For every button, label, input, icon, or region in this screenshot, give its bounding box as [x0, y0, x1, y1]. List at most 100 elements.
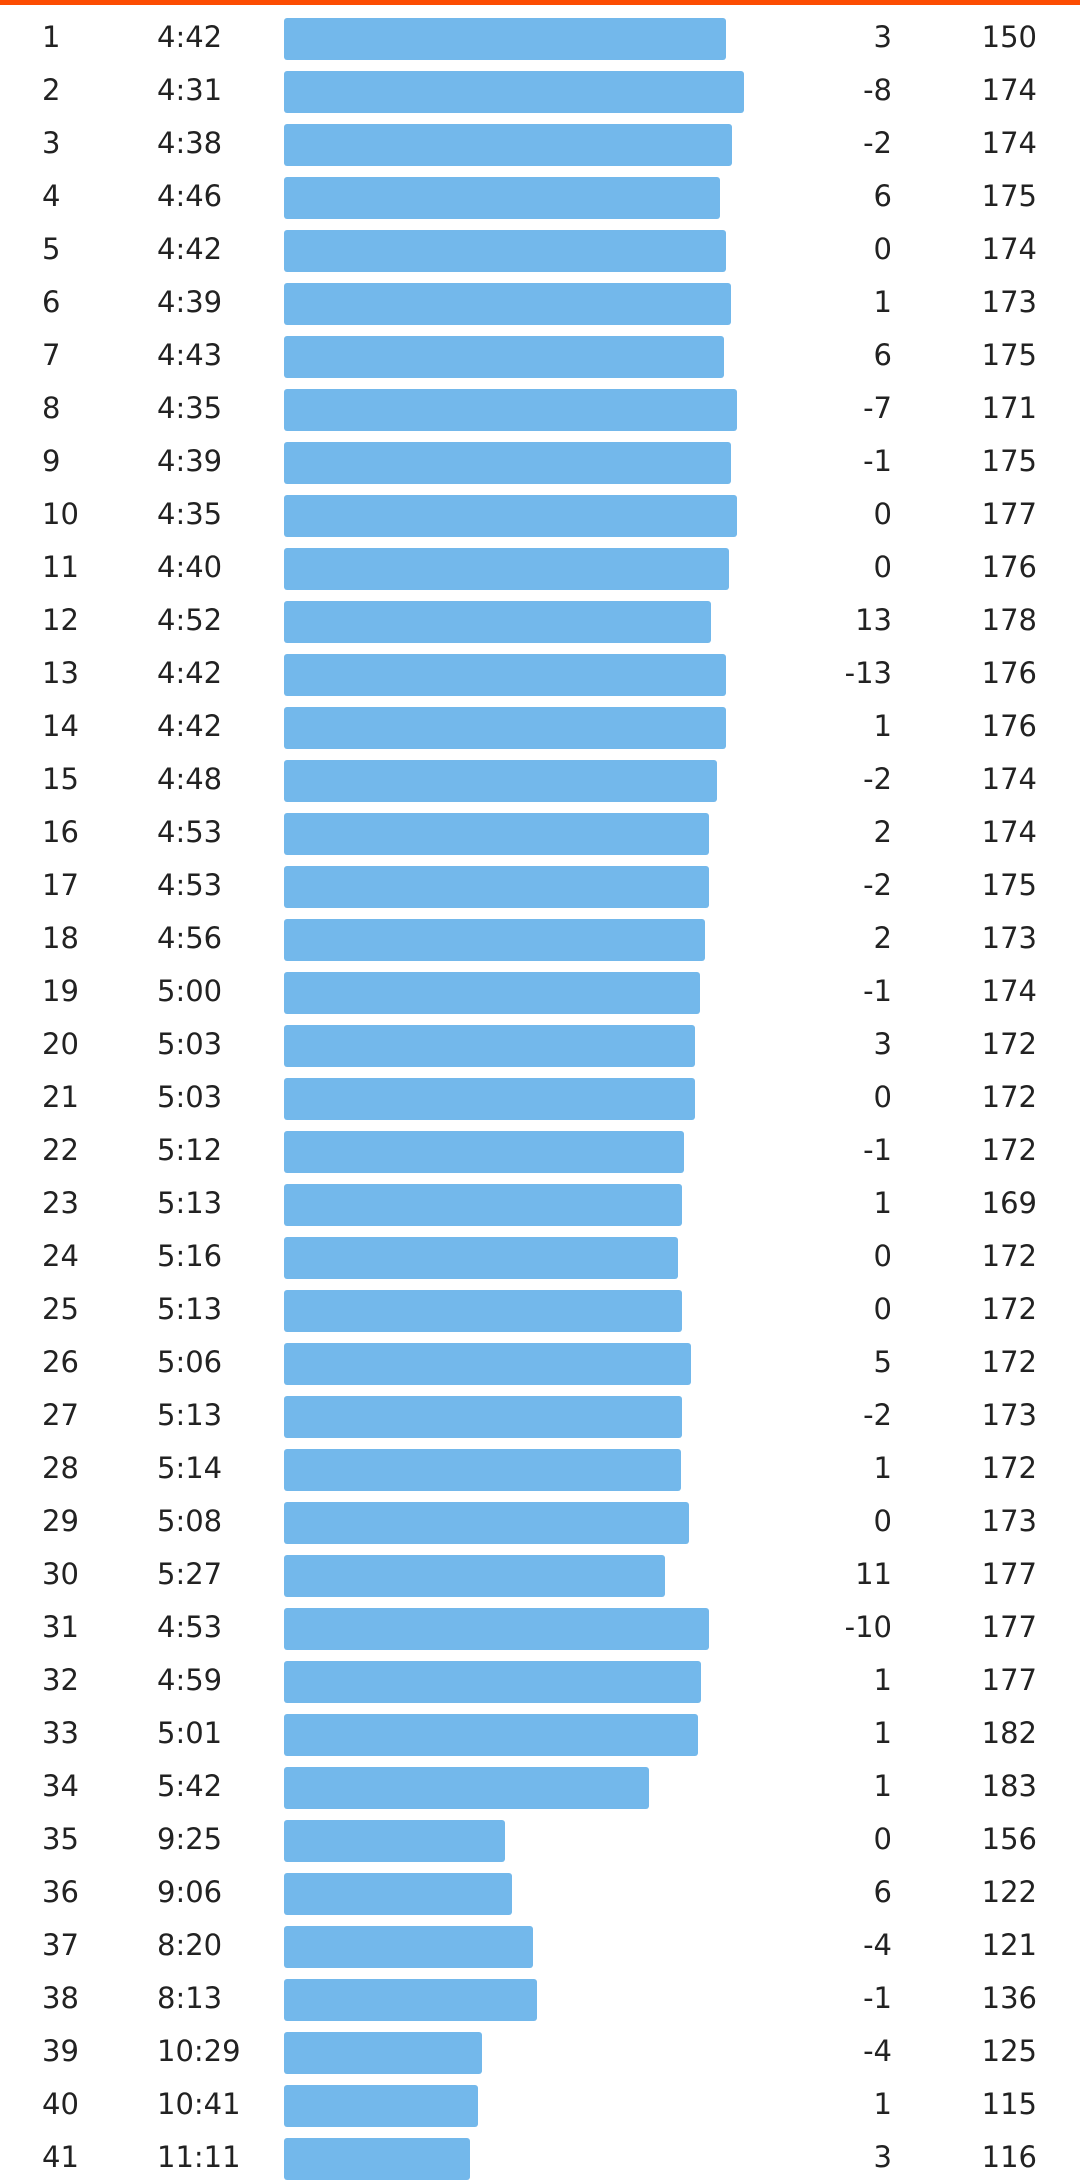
split-row[interactable]: 7 4:43 6 175	[0, 329, 1080, 382]
split-row[interactable]: 36 9:06 6 122	[0, 1866, 1080, 1919]
split-row[interactable]: 1 4:42 3 150	[0, 11, 1080, 64]
split-heart-rate: 177	[981, 1557, 1037, 1591]
split-pace: 5:06	[157, 1345, 223, 1379]
split-row[interactable]: 15 4:48 -2 174	[0, 753, 1080, 806]
split-elevation: -1	[863, 444, 892, 478]
split-row[interactable]: 24 5:16 0 172	[0, 1230, 1080, 1283]
split-row[interactable]: 25 5:13 0 172	[0, 1283, 1080, 1336]
split-km: 27	[42, 1398, 79, 1432]
split-pace: 5:03	[157, 1080, 223, 1114]
split-row[interactable]: 35 9:25 0 156	[0, 1813, 1080, 1866]
split-row[interactable]: 33 5:01 1 182	[0, 1707, 1080, 1760]
split-elevation: 1	[873, 285, 892, 319]
pace-bar	[284, 336, 724, 378]
split-row[interactable]: 39 10:29 -4 125	[0, 2025, 1080, 2078]
split-pace: 4:42	[157, 20, 223, 54]
split-heart-rate: 172	[981, 1133, 1037, 1167]
pace-bar	[284, 1343, 691, 1385]
split-pace: 5:13	[157, 1186, 223, 1220]
split-elevation: -1	[863, 1133, 892, 1167]
split-row[interactable]: 17 4:53 -2 175	[0, 859, 1080, 912]
split-row[interactable]: 9 4:39 -1 175	[0, 435, 1080, 488]
split-elevation: 0	[873, 1080, 892, 1114]
split-row[interactable]: 12 4:52 13 178	[0, 594, 1080, 647]
split-heart-rate: 125	[981, 2034, 1037, 2068]
split-row[interactable]: 8 4:35 -7 171	[0, 382, 1080, 435]
split-heart-rate: 176	[981, 656, 1037, 690]
split-row[interactable]: 11 4:40 0 176	[0, 541, 1080, 594]
split-pace: 5:00	[157, 974, 223, 1008]
split-km: 7	[42, 338, 61, 372]
split-elevation: -2	[863, 1398, 892, 1432]
split-row[interactable]: 6 4:39 1 173	[0, 276, 1080, 329]
split-km: 41	[42, 2140, 79, 2174]
split-row[interactable]: 32 4:59 1 177	[0, 1654, 1080, 1707]
split-row[interactable]: 28 5:14 1 172	[0, 1442, 1080, 1495]
split-pace: 4:40	[157, 550, 223, 584]
split-row[interactable]: 18 4:56 2 173	[0, 912, 1080, 965]
split-row[interactable]: 26 5:06 5 172	[0, 1336, 1080, 1389]
split-heart-rate: 173	[981, 1398, 1037, 1432]
split-km: 20	[42, 1027, 79, 1061]
split-heart-rate: 177	[981, 1610, 1037, 1644]
pace-bar	[284, 124, 732, 166]
split-row[interactable]: 37 8:20 -4 121	[0, 1919, 1080, 1972]
split-pace: 4:31	[157, 73, 223, 107]
split-row[interactable]: 29 5:08 0 173	[0, 1495, 1080, 1548]
split-row[interactable]: 40 10:41 1 115	[0, 2078, 1080, 2131]
split-heart-rate: 172	[981, 1027, 1037, 1061]
split-km: 11	[42, 550, 79, 584]
split-pace: 4:53	[157, 1610, 223, 1644]
split-pace: 4:48	[157, 762, 223, 796]
split-row[interactable]: 3 4:38 -2 174	[0, 117, 1080, 170]
split-row[interactable]: 30 5:27 11 177	[0, 1548, 1080, 1601]
pace-bar	[284, 1025, 695, 1067]
split-row[interactable]: 14 4:42 1 176	[0, 700, 1080, 753]
split-row[interactable]: 16 4:53 2 174	[0, 806, 1080, 859]
split-row[interactable]: 21 5:03 0 172	[0, 1071, 1080, 1124]
split-km: 31	[42, 1610, 79, 1644]
pace-bar	[284, 18, 726, 60]
split-heart-rate: 136	[981, 1981, 1037, 2015]
split-row[interactable]: 10 4:35 0 177	[0, 488, 1080, 541]
split-km: 29	[42, 1504, 79, 1538]
split-elevation: 3	[873, 20, 892, 54]
pace-bar	[284, 760, 717, 802]
pace-bar	[284, 2032, 482, 2074]
pace-bar	[284, 1926, 533, 1968]
split-heart-rate: 177	[981, 497, 1037, 531]
split-elevation: 6	[873, 338, 892, 372]
split-row[interactable]: 4 4:46 6 175	[0, 170, 1080, 223]
split-row[interactable]: 13 4:42 -13 176	[0, 647, 1080, 700]
split-row[interactable]: 38 8:13 -1 136	[0, 1972, 1080, 2025]
split-km: 6	[42, 285, 61, 319]
split-row[interactable]: 23 5:13 1 169	[0, 1177, 1080, 1230]
pace-bar	[284, 71, 744, 113]
split-row[interactable]: 27 5:13 -2 173	[0, 1389, 1080, 1442]
split-pace: 9:06	[157, 1875, 223, 1909]
split-pace: 4:39	[157, 444, 223, 478]
pace-bar	[284, 1979, 537, 2021]
split-row[interactable]: 20 5:03 3 172	[0, 1018, 1080, 1071]
split-row[interactable]: 22 5:12 -1 172	[0, 1124, 1080, 1177]
split-pace: 4:42	[157, 656, 223, 690]
split-row[interactable]: 19 5:00 -1 174	[0, 965, 1080, 1018]
split-pace: 5:42	[157, 1769, 223, 1803]
split-km: 17	[42, 868, 79, 902]
split-row[interactable]: 5 4:42 0 174	[0, 223, 1080, 276]
split-km: 16	[42, 815, 79, 849]
split-elevation: 1	[873, 2087, 892, 2121]
split-row[interactable]: 2 4:31 -8 174	[0, 64, 1080, 117]
split-elevation: 5	[873, 1345, 892, 1379]
split-elevation: 0	[873, 497, 892, 531]
split-heart-rate: 175	[981, 179, 1037, 213]
split-row[interactable]: 31 4:53 -10 177	[0, 1601, 1080, 1654]
pace-bar	[284, 1820, 505, 1862]
split-row[interactable]: 41 11:11 3 116	[0, 2131, 1080, 2184]
split-row[interactable]: 34 5:42 1 183	[0, 1760, 1080, 1813]
split-heart-rate: 183	[981, 1769, 1037, 1803]
split-elevation: -7	[863, 391, 892, 425]
split-elevation: -8	[863, 73, 892, 107]
split-km: 3	[42, 126, 61, 160]
split-km: 15	[42, 762, 79, 796]
